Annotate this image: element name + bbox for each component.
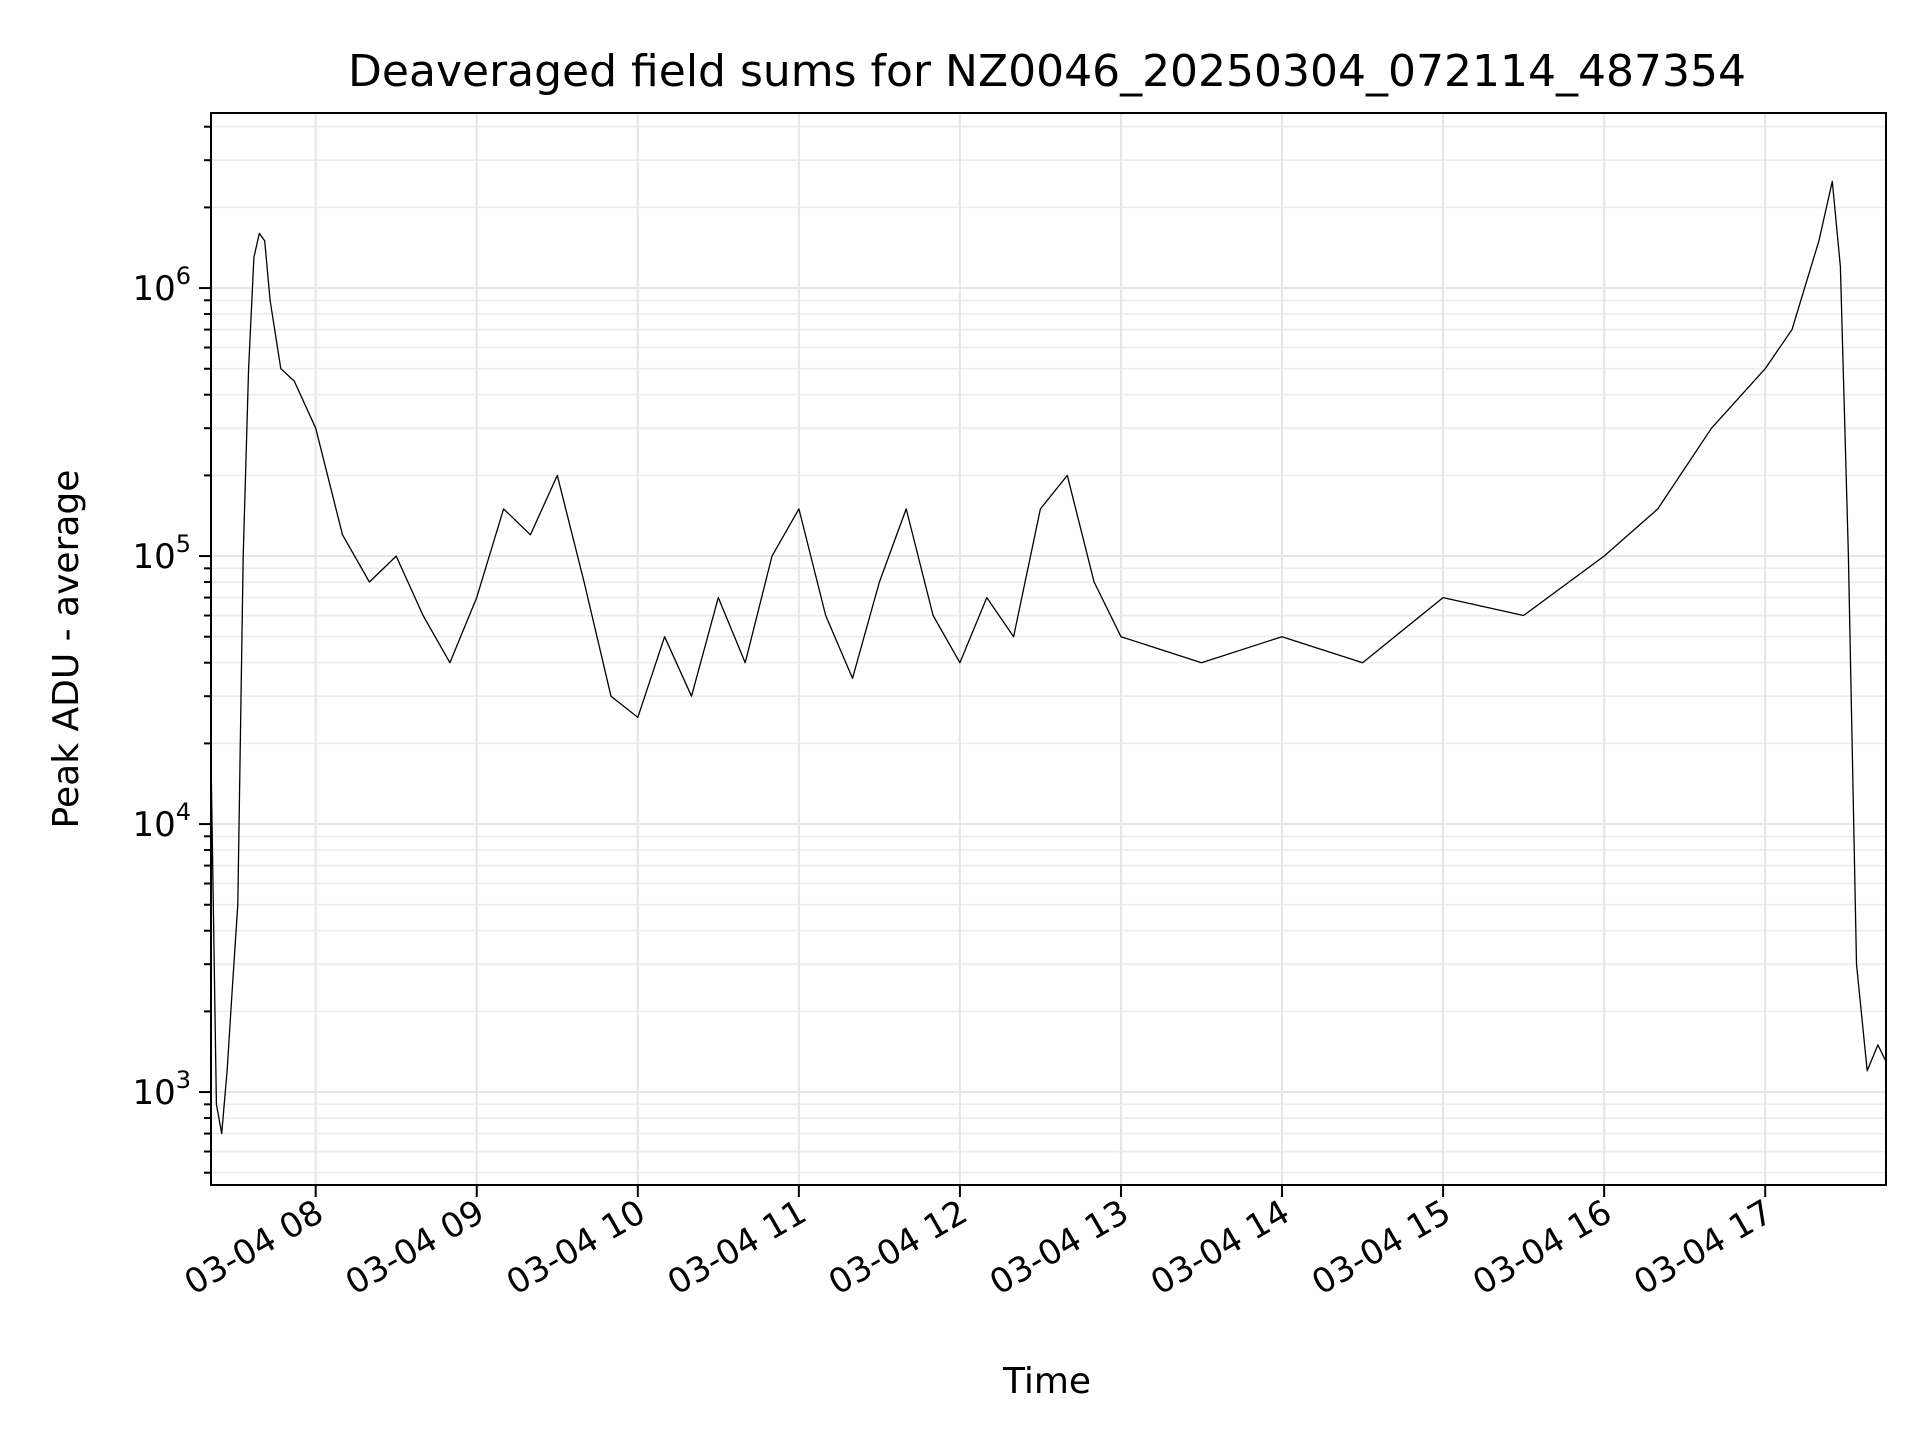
y-axis: 103 104 105 106: [132, 125, 211, 1174]
x-axis-label: Time: [1002, 1361, 1091, 1402]
plot-frame: [210, 112, 1887, 1186]
chart-title: Deaveraged field sums for NZ0046_2025030…: [348, 46, 1746, 97]
series-line: [210, 180, 1887, 1135]
grid: [211, 113, 1886, 1185]
y-tick-label: 105: [132, 530, 191, 577]
y-axis-label: Peak ADU - average: [46, 470, 87, 829]
y-tick-label: 106: [132, 262, 191, 309]
y-tick-label: 104: [132, 798, 191, 845]
y-tick-label: 103: [132, 1066, 191, 1113]
